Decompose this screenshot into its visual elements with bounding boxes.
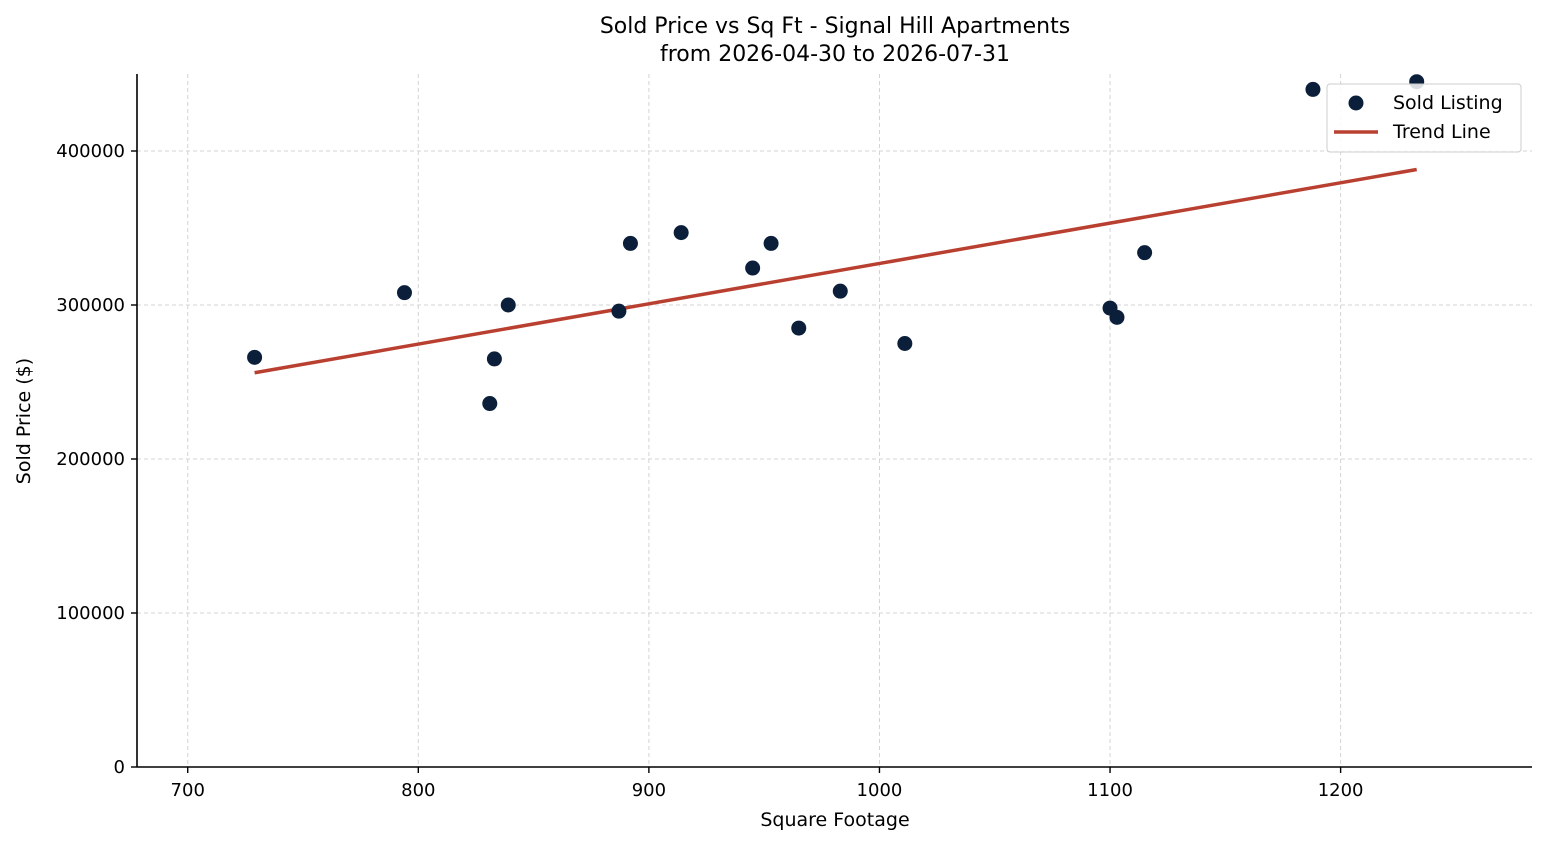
chart-subtitle: from 2026-04-30 to 2026-07-31 — [660, 42, 1010, 67]
legend-marker-sold-listing — [1348, 95, 1364, 111]
y-axis-label: Sold Price ($) — [13, 358, 35, 484]
trend-line — [254, 167, 1418, 375]
x-axis-label: Square Footage — [760, 809, 909, 831]
chart-title: Sold Price vs Sq Ft - Signal Hill Apartm… — [600, 14, 1070, 39]
data-point — [745, 260, 761, 276]
data-point — [832, 283, 848, 299]
axes — [136, 74, 1532, 768]
y-tick-label: 400000 — [56, 141, 125, 162]
y-tick-label: 200000 — [56, 449, 125, 470]
legend-label-sold-listing: Sold Listing — [1393, 92, 1503, 114]
y-tick-label: 0 — [114, 757, 125, 778]
legend: Sold Listing Trend Line — [1326, 83, 1522, 153]
trend-layer — [254, 167, 1418, 375]
data-point — [763, 235, 779, 251]
data-point — [897, 336, 913, 351]
x-tick-label: 900 — [632, 780, 666, 801]
x-tick-label: 800 — [401, 780, 435, 801]
data-point — [1305, 81, 1321, 97]
data-point — [622, 235, 638, 251]
x-tick-label: 1100 — [1087, 780, 1133, 801]
grid — [137, 74, 1532, 767]
x-tick-label: 1200 — [1318, 780, 1364, 801]
data-point — [247, 349, 263, 365]
data-point — [673, 225, 689, 241]
data-point — [482, 396, 498, 412]
legend-label-trend-line: Trend Line — [1392, 121, 1491, 143]
data-point — [611, 303, 627, 319]
data-point — [1109, 309, 1125, 325]
points-layer — [247, 74, 1425, 412]
y-ticks: 0 100000 200000 300000 400000 — [56, 141, 137, 778]
y-tick-label: 300000 — [56, 295, 125, 316]
data-point — [396, 285, 412, 301]
data-point — [791, 320, 807, 336]
legend-box — [1326, 83, 1522, 153]
x-tick-label: 1000 — [857, 780, 903, 801]
y-tick-label: 100000 — [56, 603, 125, 624]
data-point — [500, 297, 516, 313]
data-point — [1137, 245, 1153, 261]
x-tick-label: 700 — [171, 780, 205, 801]
x-ticks: 700 800 900 1000 1100 1200 — [171, 767, 1364, 801]
data-point — [486, 351, 502, 367]
